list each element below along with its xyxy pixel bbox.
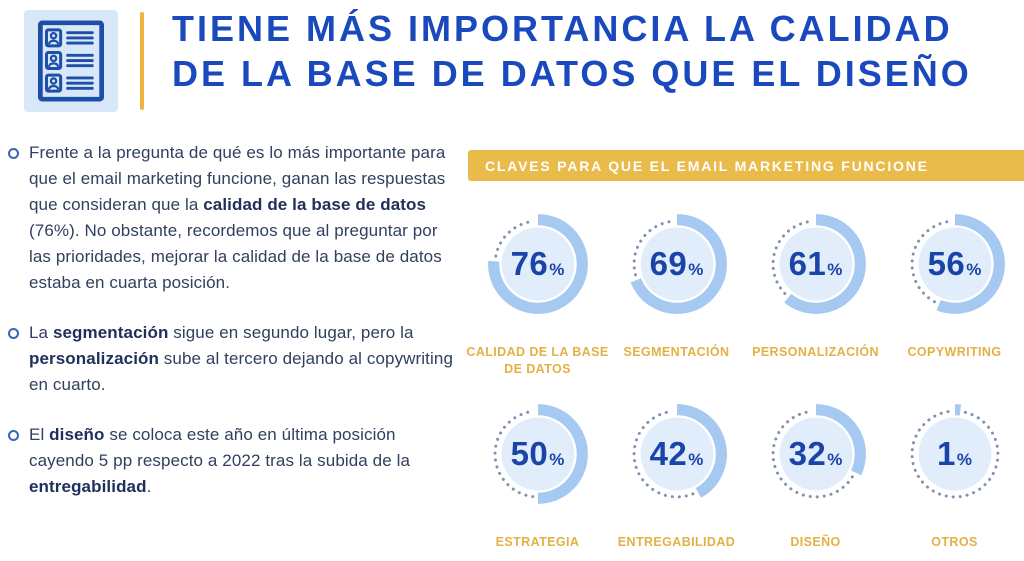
percentage-sign: %	[966, 260, 982, 279]
bullet-item: Frente a la pregunta de qué es lo más im…	[8, 140, 453, 296]
donut-category-label: OTROS	[931, 535, 978, 549]
percentage-value: 61	[788, 245, 827, 282]
donut-category-label: SEGMENTACIÓN	[623, 345, 730, 359]
header-divider	[140, 12, 144, 110]
percentage-value: 69	[649, 245, 688, 282]
percentage-value: 42	[649, 435, 688, 472]
donut-cell: 61% PERSONALIZACIÓN	[746, 208, 885, 398]
donut-cell: 32% DISEÑO	[746, 398, 885, 561]
donut-category-label: CALIDAD DE LA BASE DE DATOS	[466, 345, 609, 376]
percentage-value: 1	[937, 435, 956, 472]
donut-chart: 50%	[482, 398, 594, 510]
page-title-line1: TIENE MÁS IMPORTANCIA LA CALIDAD	[172, 8, 953, 49]
percentage-value: 50	[510, 435, 549, 472]
donut-percentage: 76%	[482, 208, 594, 320]
page-title: TIENE MÁS IMPORTANCIA LA CALIDAD DE LA B…	[172, 6, 972, 96]
donut-chart: 42%	[621, 398, 733, 510]
donut-percentage: 42%	[621, 398, 733, 510]
donut-percentage: 61%	[760, 208, 872, 320]
donut-cell: 50% ESTRATEGIA	[468, 398, 607, 561]
donut-category-label: DISEÑO	[790, 535, 841, 549]
donut-cell: 56% COPYWRITING	[885, 208, 1024, 398]
donut-cell: 76% CALIDAD DE LA BASE DE DATOS	[466, 208, 608, 398]
contact-list-icon	[24, 10, 118, 112]
donut-category-label: PERSONALIZACIÓN	[752, 345, 879, 359]
percentage-value: 56	[927, 245, 966, 282]
donut-chart: 32%	[760, 398, 872, 510]
percentage-sign: %	[688, 260, 704, 279]
donut-cell: 42% ENTREGABILIDAD	[607, 398, 746, 561]
donut-chart-grid: 76% CALIDAD DE LA BASE DE DATOS 69% SEGMENT…	[466, 208, 1024, 561]
donut-chart: 61%	[760, 208, 872, 320]
donut-chart: 76%	[482, 208, 594, 320]
donut-category-label: ENTREGABILIDAD	[617, 535, 736, 549]
donut-percentage: 32%	[760, 398, 872, 510]
percentage-sign: %	[827, 260, 843, 279]
bullet-item: El diseño se coloca este año en última p…	[8, 422, 453, 500]
donut-cell: 69% SEGMENTACIÓN	[607, 208, 746, 398]
summary-bullet-list: Frente a la pregunta de qué es lo más im…	[8, 140, 453, 524]
bullet-item: La segmentación sigue en segundo lugar, …	[8, 320, 453, 398]
donut-cell: 1% OTROS	[885, 398, 1024, 561]
donut-category-label: ESTRATEGIA	[495, 535, 580, 549]
donut-percentage: 1%	[899, 398, 1011, 510]
donut-percentage: 50%	[482, 398, 594, 510]
percentage-value: 32	[788, 435, 827, 472]
donut-category-label: COPYWRITING	[907, 345, 1002, 359]
donut-percentage: 69%	[621, 208, 733, 320]
percentage-sign: %	[827, 450, 843, 469]
percentage-sign: %	[549, 450, 565, 469]
page-title-line2: DE LA BASE DE DATOS QUE EL DISEÑO	[172, 53, 972, 94]
percentage-sign: %	[688, 450, 704, 469]
donut-percentage: 56%	[899, 208, 1011, 320]
percentage-sign: %	[956, 450, 972, 469]
chart-title-banner: CLAVES PARA QUE EL EMAIL MARKETING FUNCI…	[468, 150, 1024, 181]
donut-chart: 69%	[621, 208, 733, 320]
donut-chart: 56%	[899, 208, 1011, 320]
percentage-value: 76	[510, 245, 549, 282]
percentage-sign: %	[549, 260, 565, 279]
donut-chart: 1%	[899, 398, 1011, 510]
chart-title: CLAVES PARA QUE EL EMAIL MARKETING FUNCI…	[485, 158, 929, 174]
